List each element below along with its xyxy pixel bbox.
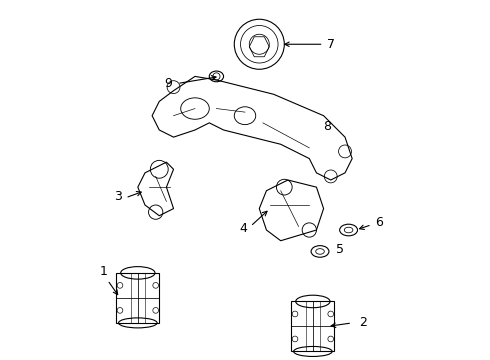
Text: 1: 1 [99, 265, 107, 278]
Bar [117, 273, 159, 323]
Text: 9: 9 [164, 77, 172, 90]
Text: 3: 3 [114, 190, 122, 203]
Text: 7: 7 [327, 38, 335, 51]
Text: 6: 6 [375, 216, 383, 229]
Text: 5: 5 [336, 243, 344, 256]
Text: 2: 2 [359, 316, 367, 329]
Text: 8: 8 [323, 120, 332, 133]
Bar [292, 301, 334, 351]
Text: 4: 4 [239, 222, 247, 235]
